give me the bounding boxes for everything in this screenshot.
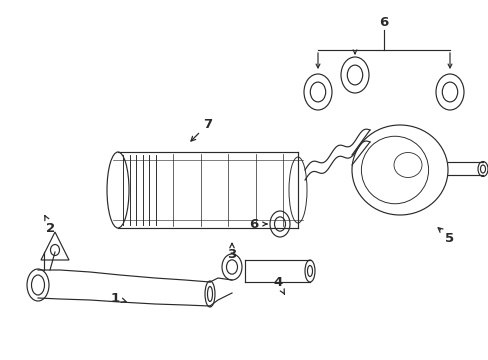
Text: 1: 1 — [110, 292, 126, 305]
Text: 5: 5 — [437, 228, 454, 244]
Text: 6: 6 — [248, 217, 258, 230]
Text: 6: 6 — [379, 15, 388, 28]
Text: 4: 4 — [273, 275, 284, 294]
Text: 7: 7 — [191, 117, 212, 141]
Text: 2: 2 — [45, 216, 56, 234]
Text: 3: 3 — [227, 243, 236, 261]
